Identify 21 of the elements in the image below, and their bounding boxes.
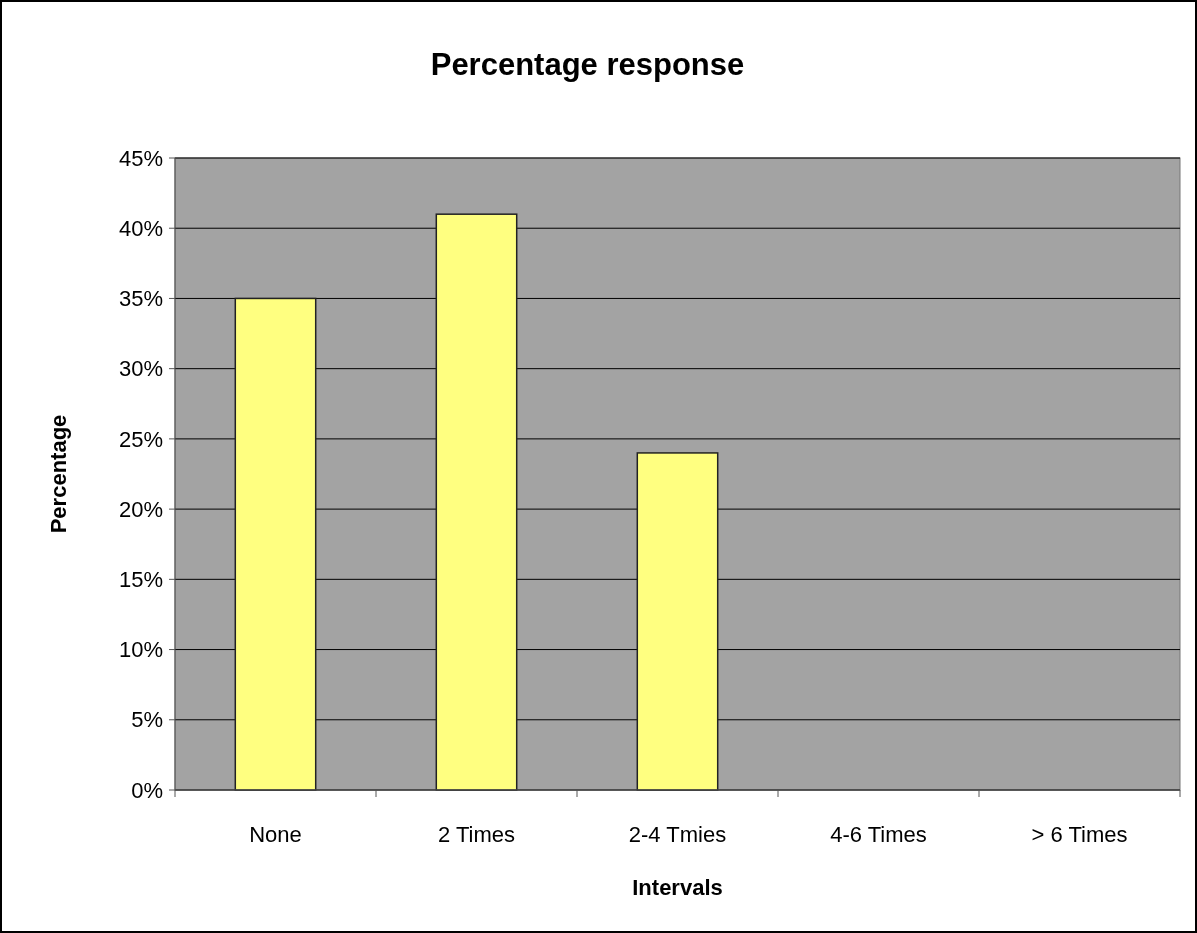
- y-tick-label: 0%: [131, 777, 163, 803]
- y-tick-label: 15%: [118, 567, 163, 593]
- y-axis-title: Percentage: [46, 414, 71, 534]
- y-tick-label: 30%: [118, 356, 163, 382]
- bar: [234, 297, 317, 791]
- x-tick-label: None: [249, 822, 302, 847]
- bar: [435, 213, 518, 791]
- y-tick-label: 35%: [118, 286, 163, 312]
- y-tick-label: 25%: [118, 426, 163, 452]
- y-tick-label: 10%: [118, 637, 163, 663]
- x-tick-label: > 6 Times: [1031, 822, 1128, 847]
- chart-title: Percentage response: [430, 47, 745, 82]
- y-tick-label: 45%: [118, 145, 163, 171]
- y-tick-label: 5%: [131, 707, 163, 733]
- x-tick-label: 2-4 Tmies: [628, 822, 727, 847]
- y-tick-label: 40%: [118, 215, 163, 241]
- x-axis-title: Intervals: [632, 875, 723, 900]
- y-tick-label: 20%: [118, 496, 163, 522]
- x-tick-label: 2 Times: [437, 822, 516, 847]
- bar: [636, 452, 719, 791]
- x-tick-label: 4-6 Times: [830, 822, 927, 847]
